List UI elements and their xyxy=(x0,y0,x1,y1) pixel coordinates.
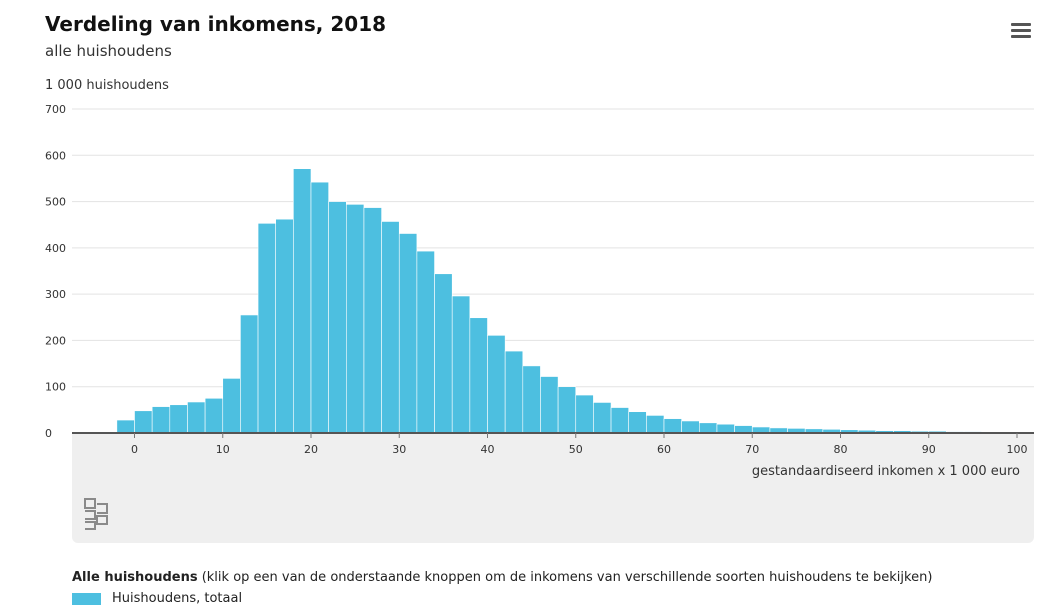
legend-item-huishoudens-totaal[interactable]: Huishoudens, totaal xyxy=(72,591,242,606)
histogram-bar[interactable] xyxy=(345,204,365,434)
histogram-bar[interactable] xyxy=(398,233,418,434)
y-tick-label: 0 xyxy=(45,427,52,440)
histogram-bar[interactable] xyxy=(363,207,382,434)
histogram-bar[interactable] xyxy=(734,425,753,434)
legend-item-label: Huishoudens, totaal xyxy=(112,591,243,606)
histogram-bar[interactable] xyxy=(293,168,312,434)
hamburger-menu-icon[interactable] xyxy=(1008,20,1034,42)
histogram-bar[interactable] xyxy=(487,335,506,434)
legend-header-text: (klik op een van de onderstaande knoppen… xyxy=(197,570,933,585)
histogram-bar[interactable] xyxy=(151,406,171,434)
histogram-bar[interactable] xyxy=(540,376,559,434)
y-tick-label: 500 xyxy=(45,196,66,209)
histogram-bar[interactable] xyxy=(116,419,135,434)
histogram-bar[interactable] xyxy=(698,422,718,434)
x-tick-labels: 0 10 20 30 40 50 60 70 80 90 100 xyxy=(131,433,1028,456)
histogram-bar[interactable] xyxy=(575,394,594,434)
histogram-bar[interactable] xyxy=(381,221,400,434)
cbs-logo-icon xyxy=(84,498,108,530)
histogram-bar[interactable] xyxy=(187,401,206,434)
histogram-bar[interactable] xyxy=(434,273,453,434)
bars xyxy=(72,168,1034,434)
legend-header: Alle huishoudens (klik op een van de ond… xyxy=(72,570,932,585)
histogram-bar[interactable] xyxy=(681,420,700,434)
x-tick-label: 30 xyxy=(392,443,406,456)
histogram-bar[interactable] xyxy=(451,295,471,434)
x-tick-label: 80 xyxy=(834,443,848,456)
histogram-bar[interactable] xyxy=(663,418,682,434)
histogram-bar[interactable] xyxy=(504,350,524,434)
y-tick-label: 400 xyxy=(45,242,66,255)
x-tick-label: 20 xyxy=(304,443,318,456)
x-axis-label: gestandaardiseerd inkomen x 1 000 euro xyxy=(752,464,1020,479)
legend-swatch xyxy=(72,592,101,605)
histogram-bar[interactable] xyxy=(134,410,153,434)
chart-title: Verdeling van inkomens, 2018 xyxy=(45,12,387,36)
x-tick-label: 0 xyxy=(131,443,138,456)
y-tick-labels: 0 100 200 300 400 500 600 700 xyxy=(45,103,66,440)
gridlines xyxy=(72,108,1034,388)
histogram-bar[interactable] xyxy=(328,201,347,434)
histogram-bar[interactable] xyxy=(628,411,647,434)
histogram-bar[interactable] xyxy=(557,386,577,434)
histogram-bar[interactable] xyxy=(310,181,329,434)
histogram-bar[interactable] xyxy=(169,404,188,434)
histogram-bar[interactable] xyxy=(646,415,665,434)
x-tick-label: 50 xyxy=(569,443,583,456)
histogram-bar[interactable] xyxy=(240,314,259,434)
x-tick-label: 70 xyxy=(745,443,759,456)
y-tick-label: 200 xyxy=(45,334,66,347)
x-tick-label: 90 xyxy=(922,443,936,456)
y-axis-label: 1 000 huishoudens xyxy=(45,78,169,93)
histogram-bar[interactable] xyxy=(716,423,735,434)
histogram-bar[interactable] xyxy=(522,365,541,434)
chart-subtitle: alle huishoudens xyxy=(45,42,172,60)
histogram-bar[interactable] xyxy=(593,402,612,434)
histogram-bar[interactable] xyxy=(204,397,224,434)
x-tick-label: 10 xyxy=(216,443,230,456)
x-tick-label: 100 xyxy=(1007,443,1028,456)
y-tick-label: 600 xyxy=(45,149,66,162)
histogram-bar[interactable] xyxy=(257,223,276,434)
y-tick-label: 100 xyxy=(45,381,66,394)
x-axis-panel xyxy=(72,433,1034,543)
histogram-bar[interactable] xyxy=(610,407,629,434)
y-tick-label: 700 xyxy=(45,103,66,116)
histogram-bar[interactable] xyxy=(222,378,241,434)
legend-header-bold: Alle huishoudens xyxy=(72,570,198,585)
y-tick-label: 300 xyxy=(45,288,66,301)
histogram-bar[interactable] xyxy=(275,218,294,434)
x-tick-label: 60 xyxy=(657,443,671,456)
histogram-chart: 0 100 200 300 400 500 600 700 0 10 20 30 40 50 60 70 80… xyxy=(45,78,1034,479)
x-tick-label: 40 xyxy=(481,443,495,456)
histogram-bar[interactable] xyxy=(416,250,435,434)
histogram-bar[interactable] xyxy=(469,317,488,434)
